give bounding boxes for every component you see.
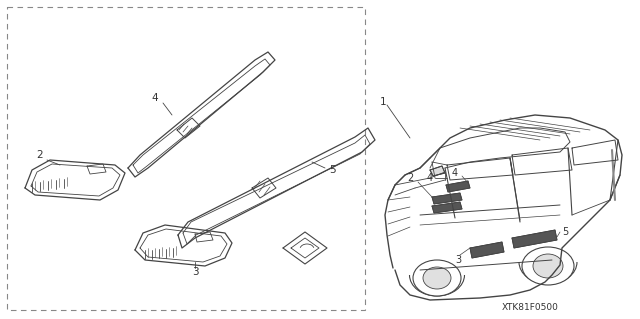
Polygon shape	[470, 242, 504, 258]
Polygon shape	[430, 166, 445, 176]
Text: 4: 4	[452, 168, 458, 178]
Polygon shape	[432, 202, 462, 213]
Polygon shape	[446, 181, 470, 192]
Ellipse shape	[423, 267, 451, 289]
Text: 4: 4	[152, 93, 158, 103]
Ellipse shape	[533, 254, 563, 278]
Ellipse shape	[522, 247, 574, 285]
Text: 3: 3	[455, 255, 461, 265]
Text: 2: 2	[36, 150, 44, 160]
Text: 4: 4	[427, 173, 433, 183]
Polygon shape	[512, 230, 557, 248]
Text: 2: 2	[407, 173, 413, 183]
Text: 5: 5	[330, 165, 336, 175]
Bar	[7, 7, 365, 310]
Ellipse shape	[413, 260, 461, 296]
Text: 3: 3	[192, 267, 198, 277]
Text: 1: 1	[380, 97, 387, 107]
Text: XTK81F0500: XTK81F0500	[502, 303, 559, 313]
Polygon shape	[432, 193, 462, 204]
Text: 5: 5	[562, 227, 568, 237]
